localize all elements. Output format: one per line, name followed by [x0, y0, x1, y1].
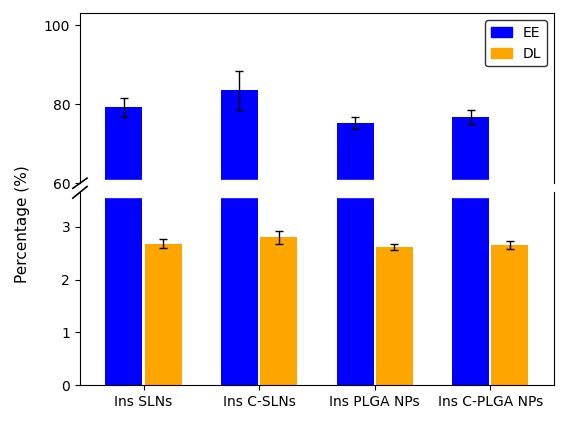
- Bar: [336, 123, 373, 420]
- Bar: [336, 180, 373, 183]
- Bar: [376, 247, 413, 385]
- Bar: [452, 191, 489, 197]
- Bar: [336, 191, 373, 197]
- Bar: [106, 191, 142, 197]
- Bar: [106, 180, 142, 183]
- Bar: [144, 244, 182, 385]
- Bar: [106, 108, 142, 420]
- Bar: [221, 180, 258, 183]
- Bar: [492, 245, 528, 385]
- Bar: [452, 180, 489, 183]
- Bar: [452, 117, 489, 420]
- Bar: [221, 90, 258, 420]
- Bar: [336, 192, 373, 385]
- Bar: [260, 237, 297, 385]
- Bar: [221, 191, 258, 197]
- Text: Percentage (%): Percentage (%): [15, 165, 30, 283]
- Bar: [452, 192, 489, 385]
- Bar: [106, 192, 142, 385]
- Bar: [221, 192, 258, 385]
- Legend: EE, DL: EE, DL: [485, 21, 547, 66]
